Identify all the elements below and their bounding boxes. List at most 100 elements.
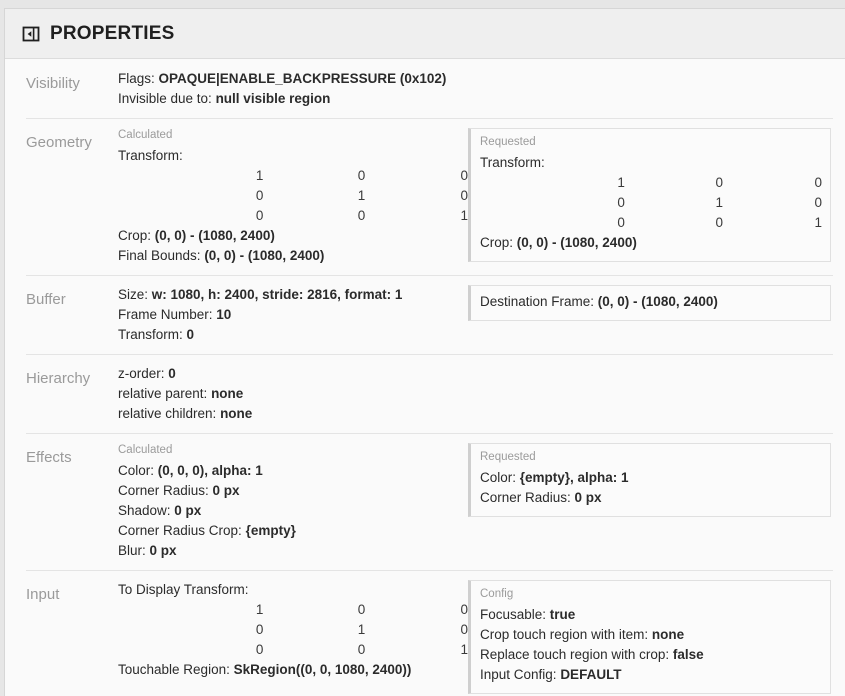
property-value: false	[672, 647, 704, 662]
matrix-cell: 0	[357, 642, 366, 657]
property-value: 0	[168, 366, 176, 381]
matrix-cell: 0	[617, 215, 625, 230]
section-label: Hierarchy	[26, 370, 91, 387]
transform-matrix: 1 0 0 0 1 0 0 0 1	[118, 166, 468, 226]
requested-column: Destination Frame: (0, 0) - (1080, 2400)	[468, 284, 845, 321]
property-value: (0, 0, 0), alpha: 1	[157, 463, 263, 478]
requested-column: Config Focusable: true Crop touch region w…	[468, 579, 845, 694]
property-value: OPAQUE|ENABLE_BACKPRESSURE (0x102)	[158, 71, 447, 86]
property-value: 10	[216, 307, 232, 322]
matrix-cell: 0	[715, 175, 724, 190]
property-key: Size:	[118, 287, 152, 302]
property-key: Transform:	[118, 327, 187, 342]
matrix-row: 0 1 0	[118, 620, 468, 640]
section-label: Effects	[26, 449, 72, 466]
property-value: 0 px	[574, 490, 602, 505]
transform-label: To Display Transform:	[118, 582, 249, 597]
property-key: Invisible due to:	[118, 91, 216, 106]
property-key: relative parent:	[118, 386, 212, 401]
property-row: Replace touch region with crop: false	[480, 645, 822, 665]
sub-heading: Requested	[480, 451, 536, 463]
property-row: Corner Radius: 0 px	[480, 488, 822, 508]
matrix-cell: 0	[460, 188, 468, 203]
matrix-cell: 1	[357, 622, 366, 637]
property-key: Destination Frame:	[480, 294, 598, 309]
matrix-cell: 0	[617, 195, 625, 210]
requested-box: Requested Color: {empty}, alpha: 1 Corner …	[468, 443, 831, 517]
section-label: Visibility	[26, 75, 80, 92]
calculated-column: z-order: 0 relative parent: none relative …	[118, 363, 468, 424]
property-key: relative children:	[118, 406, 221, 421]
sub-heading: Calculated	[118, 129, 173, 141]
matrix-cell: 1	[460, 642, 468, 657]
property-value: none	[651, 627, 685, 642]
property-row: Destination Frame: (0, 0) - (1080, 2400)	[480, 292, 822, 312]
property-value: {empty}, alpha: 1	[519, 470, 629, 485]
property-value: (0, 0) - (1080, 2400)	[204, 248, 325, 263]
property-row: Transform: 0	[118, 325, 468, 345]
property-section-hierarchy: Hierarchy z-order: 0 relative parent: none…	[5, 354, 845, 433]
matrix-cell: 0	[715, 215, 724, 230]
property-key: Crop:	[480, 235, 517, 250]
property-row: Color: (0, 0, 0), alpha: 1	[118, 461, 468, 481]
property-section-effects: Effects Calculated Color: (0, 0, 0), alpha…	[5, 433, 845, 570]
sub-heading: Requested	[480, 136, 536, 148]
property-value: null visible region	[215, 91, 331, 106]
property-value: 0 px	[149, 543, 177, 558]
matrix-row: 0 1 0	[118, 186, 468, 206]
matrix-cell: 0	[814, 175, 822, 190]
section-body: Flags: OPAQUE|ENABLE_BACKPRESSURE (0x102…	[118, 68, 845, 109]
matrix-row: 0 0 1	[118, 640, 468, 660]
property-row: Flags: OPAQUE|ENABLE_BACKPRESSURE (0x102…	[118, 69, 468, 89]
property-value: SkRegion((0, 0, 1080, 2400))	[233, 662, 412, 677]
requested-column	[468, 363, 845, 364]
calculated-column: Flags: OPAQUE|ENABLE_BACKPRESSURE (0x102…	[118, 68, 468, 109]
property-row: Size: w: 1080, h: 2400, stride: 2816, fo…	[118, 285, 468, 305]
property-row: Focusable: true	[480, 605, 822, 625]
matrix-cell: 0	[357, 168, 366, 183]
section-label: Geometry	[26, 134, 92, 151]
property-key: Crop:	[118, 228, 155, 243]
properties-panel: PROPERTIES Visibility Flags: OPAQUE|ENABL…	[4, 8, 845, 696]
section-label: Buffer	[26, 291, 66, 308]
property-key: Flags:	[118, 71, 159, 86]
property-section-buffer: Buffer Size: w: 1080, h: 2400, stride: 28…	[5, 275, 845, 354]
property-row: z-order: 0	[118, 364, 468, 384]
property-key: Touchable Region:	[118, 662, 234, 677]
matrix-row: 1 0 0	[480, 173, 822, 193]
property-value: w: 1080, h: 2400, stride: 2816, format: …	[151, 287, 403, 302]
section-body: Size: w: 1080, h: 2400, stride: 2816, fo…	[118, 284, 845, 345]
property-value: 0 px	[212, 483, 240, 498]
property-row: Corner Radius Crop: {empty}	[118, 521, 468, 541]
property-key: z-order:	[118, 366, 169, 381]
property-row: relative children: none	[118, 404, 468, 424]
property-row: Blur: 0 px	[118, 541, 468, 561]
requested-box: Destination Frame: (0, 0) - (1080, 2400)	[468, 285, 831, 321]
section-label: Input	[26, 586, 60, 603]
page-title: PROPERTIES	[50, 22, 175, 44]
calculated-column: To Display Transform: 1 0 0 0 1 0 0 0 1 Touchable …	[118, 579, 468, 680]
matrix-cell: 1	[357, 188, 366, 203]
matrix-cell: 1	[255, 602, 264, 617]
property-row: Color: {empty}, alpha: 1	[480, 468, 822, 488]
transform-label: Transform:	[118, 148, 183, 163]
transform-label: Transform:	[480, 155, 545, 170]
collapse-panel-icon[interactable]	[21, 24, 41, 44]
requested-column: Requested Transform: 1 0 0 0 1 0 0 0 1 Crop: (0, 0)…	[468, 127, 845, 262]
matrix-row: 1 0 0	[118, 166, 468, 186]
property-value: {empty}	[245, 523, 296, 538]
property-value: none	[211, 386, 244, 401]
property-row: Final Bounds: (0, 0) - (1080, 2400)	[118, 246, 468, 266]
matrix-row: 0 0 1	[118, 206, 468, 226]
matrix-cell: 0	[255, 622, 264, 637]
property-row: Corner Radius: 0 px	[118, 481, 468, 501]
property-value: DEFAULT	[560, 667, 622, 682]
sub-heading: Calculated	[118, 444, 173, 456]
property-value: true	[549, 607, 576, 622]
properties-panel-header: PROPERTIES	[5, 9, 845, 59]
matrix-cell: 1	[814, 215, 822, 230]
properties-section-list: Visibility Flags: OPAQUE|ENABLE_BACKPRESS…	[5, 59, 845, 696]
property-row: Invisible due to: null visible region	[118, 89, 468, 109]
matrix-cell: 1	[617, 175, 625, 190]
matrix-cell: 0	[255, 642, 264, 657]
